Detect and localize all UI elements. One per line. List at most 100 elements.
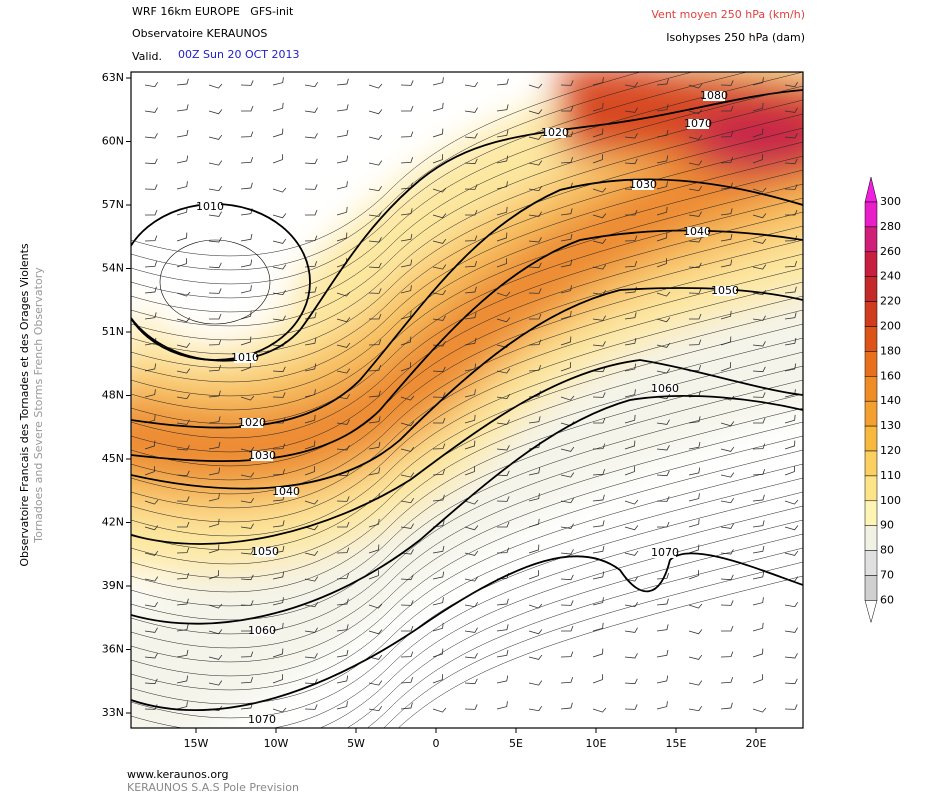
wind-barb: [432, 238, 447, 244]
wind-barb: [336, 393, 351, 400]
wind-barb: [240, 310, 252, 320]
wind-barb: [432, 443, 446, 450]
contour-label: 1060: [248, 624, 276, 637]
wind-barb: [272, 102, 284, 112]
wind-barb: [720, 702, 733, 710]
wind-barb: [688, 629, 703, 635]
thin-isohypse: [131, 379, 803, 607]
wind-barb: [784, 525, 799, 531]
wind-barb: [336, 78, 349, 86]
wind-barb: [144, 466, 155, 476]
wind-barb: [592, 648, 604, 658]
wind-barb: [464, 158, 478, 165]
wind-barb: [272, 707, 287, 713]
wind-barb: [464, 704, 478, 710]
colorbar-label: 100: [880, 494, 901, 507]
thin-isohypse: [131, 449, 803, 677]
wind-barb: [208, 654, 223, 660]
colorbar-band: [864, 500, 878, 526]
wind-barb: [272, 648, 284, 658]
lat-label: 42N: [102, 516, 124, 529]
thin-isohypse: [131, 477, 803, 705]
wind-barb: [560, 549, 574, 555]
wind-barb: [144, 627, 158, 633]
wind-barb: [784, 158, 798, 165]
wind-barb: [560, 157, 574, 164]
wind-barb: [272, 392, 286, 398]
wind-barb: [400, 259, 413, 268]
thin-isohypse: [131, 435, 803, 663]
wind-barb: [657, 521, 670, 528]
wind-barb: [624, 107, 638, 113]
thin-isohypse: [131, 463, 803, 691]
contour-label-box: [251, 626, 273, 636]
wind-barb: [720, 259, 733, 268]
wind-barb: [721, 105, 734, 112]
thin-isohypse: [131, 169, 803, 397]
wind-barb: [336, 598, 349, 606]
colorbar: 300 280 260 240 220 200 180 160 140 130 120 110 100 9…: [864, 176, 901, 624]
wind-barb: [368, 390, 381, 398]
map-frame: [130, 71, 804, 729]
wind-barb: [752, 366, 766, 373]
wind-barb: [752, 469, 766, 476]
wind-barb: [752, 392, 766, 398]
wind-barb: [176, 291, 191, 297]
wind-barb: [336, 317, 351, 323]
wind-barb: [272, 545, 285, 554]
wind-barb: [592, 187, 607, 193]
lat-label: 54N: [102, 262, 124, 275]
contour-label: 1040: [272, 485, 300, 498]
colorbar-band: [864, 376, 878, 402]
colorbar-band: [864, 575, 878, 601]
wind-barb: [624, 601, 639, 608]
colorbar-band: [864, 276, 878, 302]
wind-barb: [144, 133, 158, 139]
valid-time: 00Z Sun 20 OCT 2013: [178, 48, 300, 61]
wind-barb: [752, 443, 766, 450]
wind-barb: [688, 134, 703, 140]
wind-barb: [624, 550, 639, 556]
wind-barb: [336, 368, 351, 374]
lat-label: 63N: [102, 71, 124, 84]
thin-isohypse: [131, 309, 803, 537]
colorbar-label: 80: [880, 544, 894, 557]
lat-label: 48N: [102, 389, 124, 402]
wind-barb: [400, 549, 414, 555]
thin-isohypse: [131, 85, 803, 313]
wind-barb: [592, 674, 603, 684]
contour-labels: 1010 1010 1020 1030 1040 1050 1060 1070 1020 1030…: [196, 89, 739, 726]
wind-barb: [720, 497, 735, 504]
wind-barb: [368, 262, 382, 269]
wind-barb: [496, 445, 510, 451]
wind-barb: [368, 83, 383, 89]
wind-barb: [176, 419, 190, 425]
wind-barb: [784, 466, 795, 476]
wind-barb: [624, 389, 636, 398]
wind-barb: [464, 81, 479, 88]
wind-barb: [241, 105, 254, 112]
contour-label: 1070: [684, 117, 712, 130]
wind-barb: [784, 678, 798, 685]
wind-barb: [145, 209, 158, 216]
thin-isohypse: [131, 72, 642, 257]
wind-barb: [752, 622, 764, 632]
wind-barb: [368, 109, 383, 115]
wind-barb: [592, 213, 607, 219]
wind-barb: [272, 571, 285, 580]
wind-barb: [368, 629, 383, 635]
wind-barb: [144, 678, 158, 685]
wind-barb: [304, 525, 319, 531]
wind-barb: [688, 467, 701, 476]
wind-barb: [400, 395, 415, 401]
wind-barb: [688, 603, 703, 609]
wind-barb: [176, 649, 189, 658]
wind-barb: [432, 102, 444, 112]
wind-barb: [209, 313, 222, 320]
wind-barb: [720, 310, 732, 320]
wind-barb: [336, 496, 350, 502]
wind-barb: [497, 521, 510, 528]
wind-barb: [560, 233, 573, 242]
